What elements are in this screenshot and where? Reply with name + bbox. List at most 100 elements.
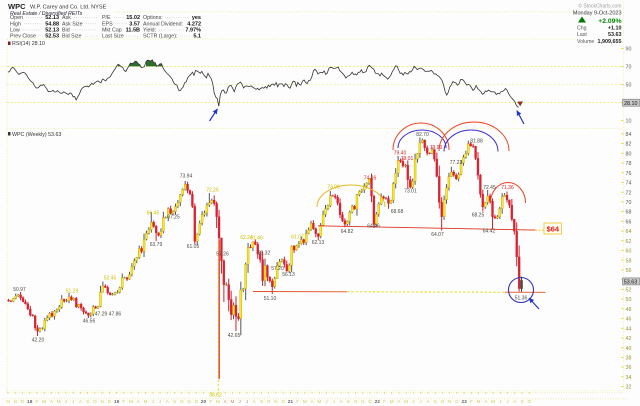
svg-text:68: 68 [626,210,632,216]
svg-text:D: D [455,399,459,404]
svg-text:66.45: 66.45 [147,211,160,217]
svg-text:S: S [260,399,263,404]
svg-text:74.26: 74.26 [364,176,377,182]
svg-text:W.P. Carey and Co. Ltd. NYSE: W.P. Carey and Co. Ltd. NYSE [30,5,107,11]
svg-text:72.26: 72.26 [206,188,219,194]
svg-text:J: J [65,399,67,404]
svg-text:84: 84 [626,132,632,138]
svg-text:79.90: 79.90 [430,145,443,151]
svg-text:N: N [187,399,190,404]
svg-text:67.25: 67.25 [167,215,180,221]
svg-text:Mkt Cap: Mkt Cap [102,28,122,34]
svg-text:M: M [129,399,133,404]
svg-text:A: A [224,399,228,404]
svg-text:72.45: 72.45 [483,185,496,191]
svg-text:79.01: 79.01 [401,156,414,162]
svg-text:$64: $64 [547,225,560,234]
svg-text:+2.09%: +2.09% [598,18,621,25]
svg-text:M: M [231,399,235,404]
svg-text:52.13: 52.13 [45,28,59,34]
svg-text:7.97%: 7.97% [185,28,201,34]
svg-text:64.82: 64.82 [341,229,354,235]
svg-text:A: A [340,399,344,404]
svg-text:A: A [311,399,315,404]
svg-text:P/E: P/E [102,15,111,21]
svg-text:70: 70 [626,200,632,206]
svg-text:Yield:: Yield: [143,28,156,34]
svg-text:S: S [347,399,350,404]
svg-text:O: O [180,399,184,404]
svg-text:61.07: 61.07 [291,235,304,241]
svg-text:60: 60 [626,249,632,255]
svg-text:82: 82 [626,142,632,148]
svg-text:52.45: 52.45 [104,276,117,282]
svg-text:50.97: 50.97 [13,287,26,293]
svg-text:50: 50 [626,297,632,303]
svg-text:A: A [166,399,170,404]
svg-text:Bid: Bid [62,28,70,34]
svg-text:19: 19 [114,399,120,405]
svg-text:J: J [412,399,414,404]
svg-text:Options:: Options: [143,15,163,21]
svg-text:11.5B: 11.5B [126,28,140,34]
svg-text:73.01: 73.01 [404,189,417,195]
svg-text:1,909,655: 1,909,655 [598,39,622,45]
svg-text:63.79: 63.79 [150,242,163,248]
svg-text:51.36: 51.36 [515,296,528,302]
svg-text:78: 78 [626,161,632,167]
svg-text:A: A [484,399,488,404]
svg-text:61.46: 61.46 [250,236,263,242]
svg-text:M: M [42,399,46,404]
svg-text:Annual Dividend:: Annual Dividend: [143,21,183,27]
svg-text:42.20: 42.20 [32,338,45,344]
svg-text:Ask: Ask [62,15,71,21]
svg-text:3.57: 3.57 [129,21,140,27]
svg-text:F: F [36,399,39,404]
svg-text:N: N [14,399,17,404]
svg-text:A: A [137,399,141,404]
svg-text:52.53: 52.53 [45,34,59,40]
svg-text:J: J [506,399,508,404]
svg-text:22: 22 [375,399,381,405]
svg-text:64: 64 [626,229,632,235]
svg-text:53.63: 53.63 [624,280,638,286]
svg-text:Last: Last [577,32,587,38]
svg-text:66: 66 [626,219,632,225]
svg-text:38.62: 38.62 [209,393,222,399]
svg-text:51.29: 51.29 [66,289,79,295]
svg-text:57.26: 57.26 [216,252,229,258]
svg-text:M: M [317,399,321,404]
svg-text:80: 80 [626,151,632,157]
svg-text:Real Estate / Diversified REIT: Real Estate / Diversified REITs [10,11,83,17]
svg-text:O: O [6,399,10,404]
svg-text:68.68: 68.68 [391,209,404,215]
svg-text:56: 56 [626,268,632,274]
svg-text:A: A [50,399,54,404]
svg-text:O: O [93,399,97,404]
svg-text:40: 40 [626,346,632,352]
svg-text:52.13: 52.13 [45,15,59,21]
svg-text:Bid Size: Bid Size [62,34,81,40]
svg-text:F: F [296,399,299,404]
svg-text:N: N [448,399,451,404]
svg-text:36: 36 [626,365,632,371]
svg-text:F: F [383,399,386,404]
svg-text:57.20: 57.20 [271,266,284,272]
svg-text:M: M [216,399,220,404]
svg-text:S: S [173,399,176,404]
svg-text:70: 70 [626,65,632,71]
svg-text:A: A [397,399,401,404]
svg-text:+1.10: +1.10 [608,26,622,32]
svg-text:S: S [86,399,89,404]
svg-text:73.94: 73.94 [180,174,193,180]
svg-text:34: 34 [626,375,632,381]
svg-text:21: 21 [288,399,294,405]
svg-text:A: A [79,399,83,404]
svg-text:J: J [420,399,422,404]
svg-text:82.70: 82.70 [416,132,429,138]
svg-text:64.46: 64.46 [367,224,380,230]
svg-text:J: J [239,399,241,404]
svg-text:F: F [209,399,212,404]
svg-text:J: J [499,399,501,404]
svg-text:J: J [152,399,154,404]
